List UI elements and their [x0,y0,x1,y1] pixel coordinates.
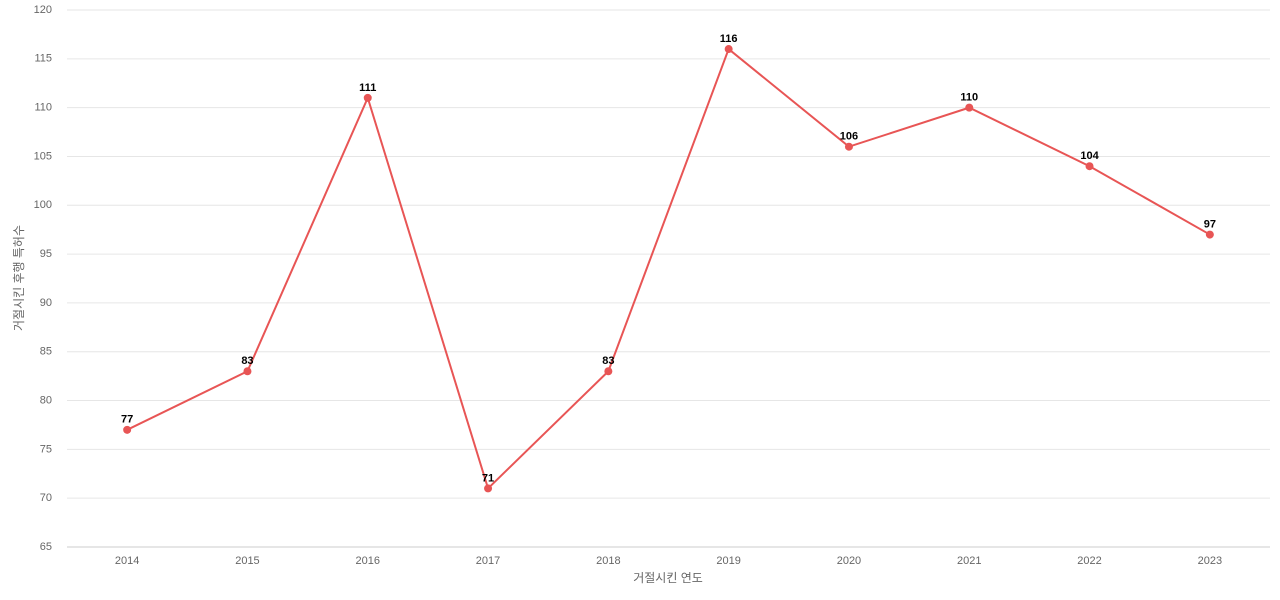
data-label: 71 [482,472,494,484]
point [1205,230,1214,239]
data-label: 116 [720,33,738,45]
y-tick-label: 95 [40,248,52,260]
y-tick-label: 115 [34,53,52,65]
y-tick-label: 110 [34,102,52,114]
point [363,93,372,102]
y-tick-label: 80 [40,394,52,406]
x-tick-label: 2018 [596,555,620,567]
y-tick-label: 105 [34,150,52,162]
y-tick-label: 75 [40,443,52,455]
data-label: 77 [121,414,133,426]
x-tick-label: 2017 [476,555,500,567]
y-tick-label: 90 [40,297,52,309]
y-tick-label: 65 [40,541,52,553]
y-tick-label: 85 [40,346,52,358]
point [1085,162,1094,171]
y-tick-label: 120 [34,4,52,16]
point [243,367,252,376]
data-label: 110 [960,92,978,104]
x-axis-label: 거절시킨 연도 [633,571,703,585]
y-axis-label: 거절시킨 후행 특허수 [11,225,26,331]
point [844,142,853,151]
data-label: 83 [241,355,253,367]
x-tick-label: 2023 [1198,555,1222,567]
point [724,45,733,54]
x-tick-label: 2021 [957,555,981,567]
x-tick-label: 2019 [716,555,740,567]
data-label: 97 [1204,218,1216,230]
point [965,103,974,112]
x-tick-label: 2022 [1077,555,1101,567]
x-tick-label: 2014 [115,555,139,567]
data-label: 111 [359,82,376,94]
data-label: 104 [1080,150,1099,162]
data-label: 106 [840,131,858,143]
y-tick-label: 70 [40,492,52,504]
line [126,47,1211,491]
x-tick-label: 2020 [837,555,861,567]
point [123,425,132,434]
data-label: 83 [602,355,614,367]
x-tick-label: 2016 [356,555,380,567]
y-tick-label: 100 [34,199,52,211]
x-tick-label: 2015 [235,555,259,567]
point [604,367,613,376]
point [484,484,493,493]
